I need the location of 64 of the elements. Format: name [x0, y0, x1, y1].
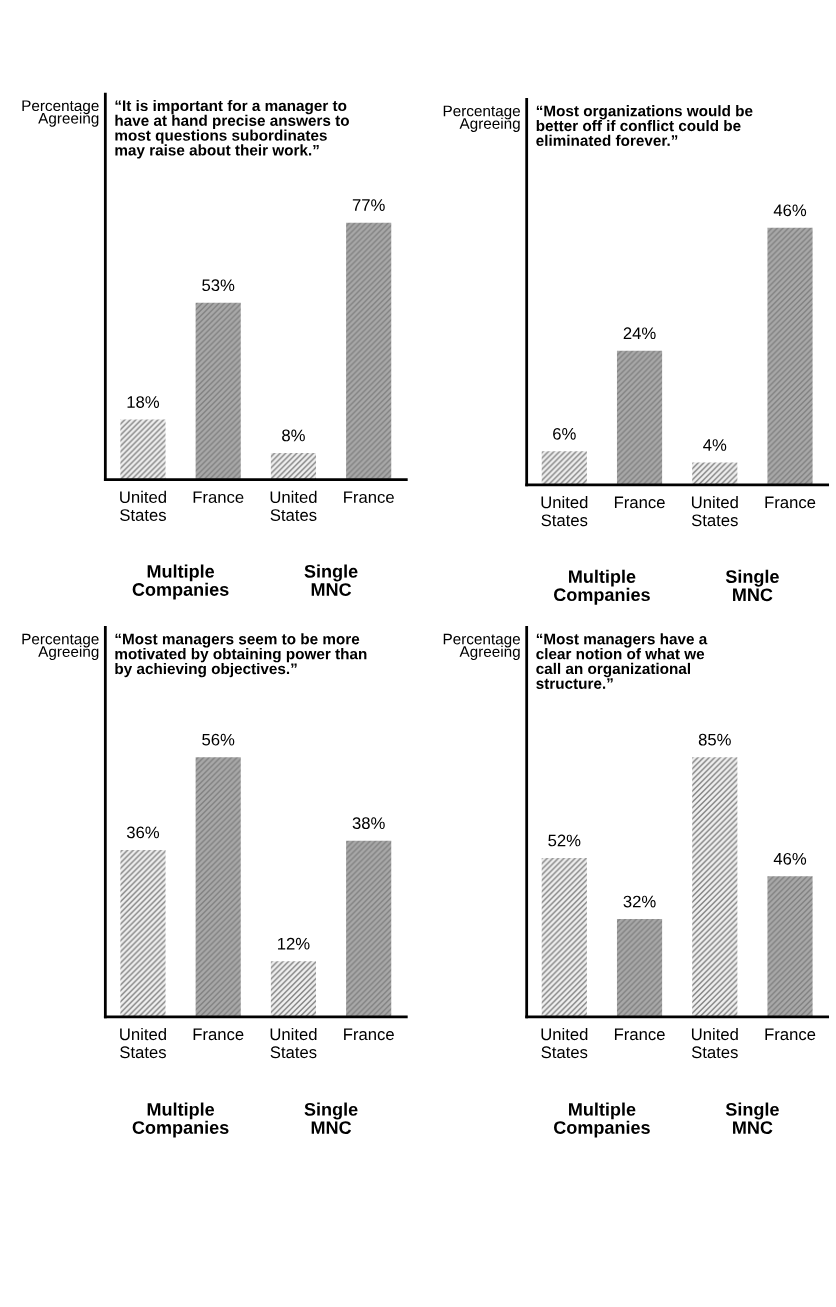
- data-label: 36%: [126, 826, 160, 839]
- x-tick-label: United States: [120, 1027, 166, 1059]
- y-axis-title: Percentage Agreeing: [22, 100, 99, 127]
- x-tick-label: France: [765, 1028, 816, 1041]
- x-tick-label: France: [765, 496, 816, 509]
- bar: [346, 222, 392, 480]
- x-tick-label: United States: [270, 1027, 317, 1059]
- data-label: 12%: [278, 937, 310, 950]
- data-label: 56%: [202, 733, 235, 746]
- data-label: 85%: [698, 733, 731, 746]
- text: Multiple Companies: [554, 1102, 650, 1138]
- bar: [120, 419, 166, 480]
- x-tick-label: France: [344, 491, 394, 504]
- y-axis-title: Percentage Agreeing: [443, 633, 520, 661]
- bar: [195, 302, 241, 480]
- data-label: 38%: [352, 817, 385, 830]
- x-tick-label: United States: [120, 490, 166, 521]
- bar: [270, 452, 317, 480]
- bar: [195, 757, 241, 1017]
- chart-title: “Most organizations would be better off if conflict could be eliminated forever.”: [536, 105, 753, 146]
- x-tick-label: France: [344, 1028, 394, 1041]
- bar: [120, 849, 166, 1017]
- bar: [692, 757, 738, 1017]
- bar: [541, 858, 587, 1017]
- y-axis-title: Percentage Agreeing: [443, 105, 520, 132]
- bar: [616, 350, 663, 485]
- x-tick-label: France: [614, 1028, 665, 1041]
- text: Single MNC: [725, 569, 779, 602]
- data-label: 4%: [703, 439, 727, 451]
- data-label: 46%: [773, 204, 807, 217]
- text: Single MNC: [304, 1102, 358, 1135]
- data-label: 6%: [553, 427, 576, 440]
- chart-title: “Most managers have a clear notion of what we call an organizational structure.”: [536, 633, 708, 689]
- x-tick-label: France: [193, 491, 244, 504]
- x-tick-label: United States: [541, 496, 588, 527]
- bar: [541, 451, 587, 485]
- data-label: 46%: [773, 852, 807, 865]
- data-label: 18%: [127, 396, 160, 408]
- x-tick-label: United States: [691, 496, 738, 527]
- text: Multiple Companies: [132, 1102, 229, 1138]
- data-label: 32%: [623, 895, 656, 908]
- data-label: 53%: [202, 279, 235, 292]
- bar: [767, 227, 813, 485]
- text: Multiple Companies: [132, 564, 229, 600]
- bar: [692, 462, 738, 485]
- data-label: 52%: [548, 834, 581, 847]
- x-tick-label: United States: [270, 490, 317, 521]
- bar: [346, 840, 392, 1017]
- x-tick-label: United States: [541, 1027, 588, 1059]
- text: Single MNC: [725, 1102, 779, 1135]
- chart-title: “Most managers seem to be more motivated by obtaining power than by achieving objectives.”: [115, 633, 367, 678]
- bar: [616, 919, 663, 1017]
- text: Single MNC: [304, 564, 358, 596]
- y-axis-title: Percentage Agreeing: [22, 633, 99, 661]
- chart-title: “It is important for a manager to have at hand precise answers to most questions subordinates may raise about their work.”: [115, 99, 349, 159]
- data-label: 8%: [282, 429, 305, 442]
- data-label: 77%: [352, 199, 385, 211]
- x-tick-label: United States: [691, 1027, 738, 1059]
- x-tick-label: France: [193, 1028, 244, 1041]
- bar: [767, 876, 813, 1017]
- x-tick-label: France: [614, 496, 665, 509]
- text: Multiple Companies: [554, 569, 650, 605]
- bar: [270, 961, 317, 1017]
- data-label: 24%: [623, 327, 656, 340]
